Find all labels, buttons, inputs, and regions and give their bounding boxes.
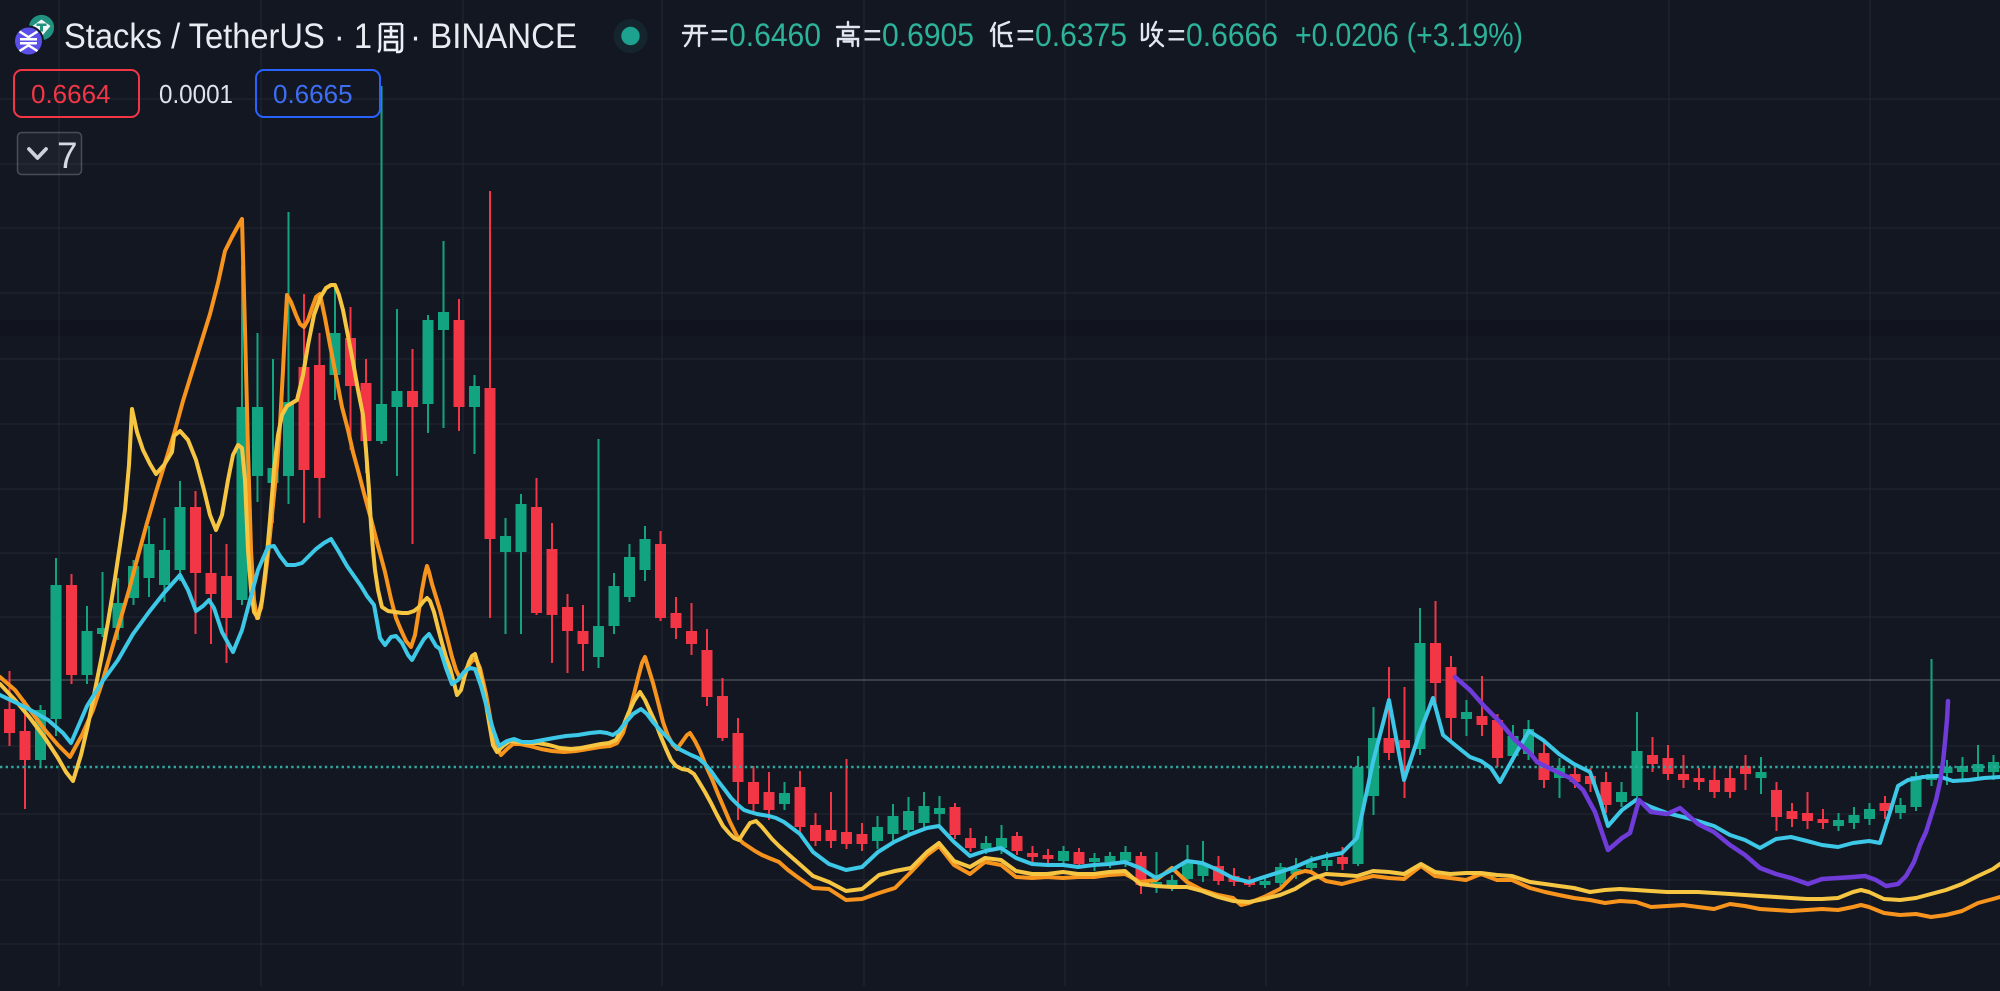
svg-text:0.6665: 0.6665 [273, 79, 353, 109]
svg-text:Stacks / TetherUS · 1: Stacks / TetherUS · 1 [64, 17, 372, 56]
svg-text:0.6375: 0.6375 [1035, 17, 1127, 53]
svg-text:0.6905: 0.6905 [882, 17, 974, 53]
svg-text:0.0001: 0.0001 [159, 79, 233, 109]
svg-text:+0.0206 (+3.19%): +0.0206 (+3.19%) [1295, 17, 1523, 53]
svg-text:0.6460: 0.6460 [729, 17, 821, 53]
svg-text:=: = [1016, 17, 1035, 53]
svg-text:=: = [710, 17, 729, 53]
svg-text:=: = [1167, 17, 1186, 53]
svg-text:· BINANCE: · BINANCE [410, 17, 577, 56]
svg-text:0.6664: 0.6664 [31, 79, 111, 109]
svg-text:7: 7 [57, 135, 78, 176]
svg-text:0.6666: 0.6666 [1186, 17, 1278, 53]
svg-text:=: = [863, 17, 882, 53]
